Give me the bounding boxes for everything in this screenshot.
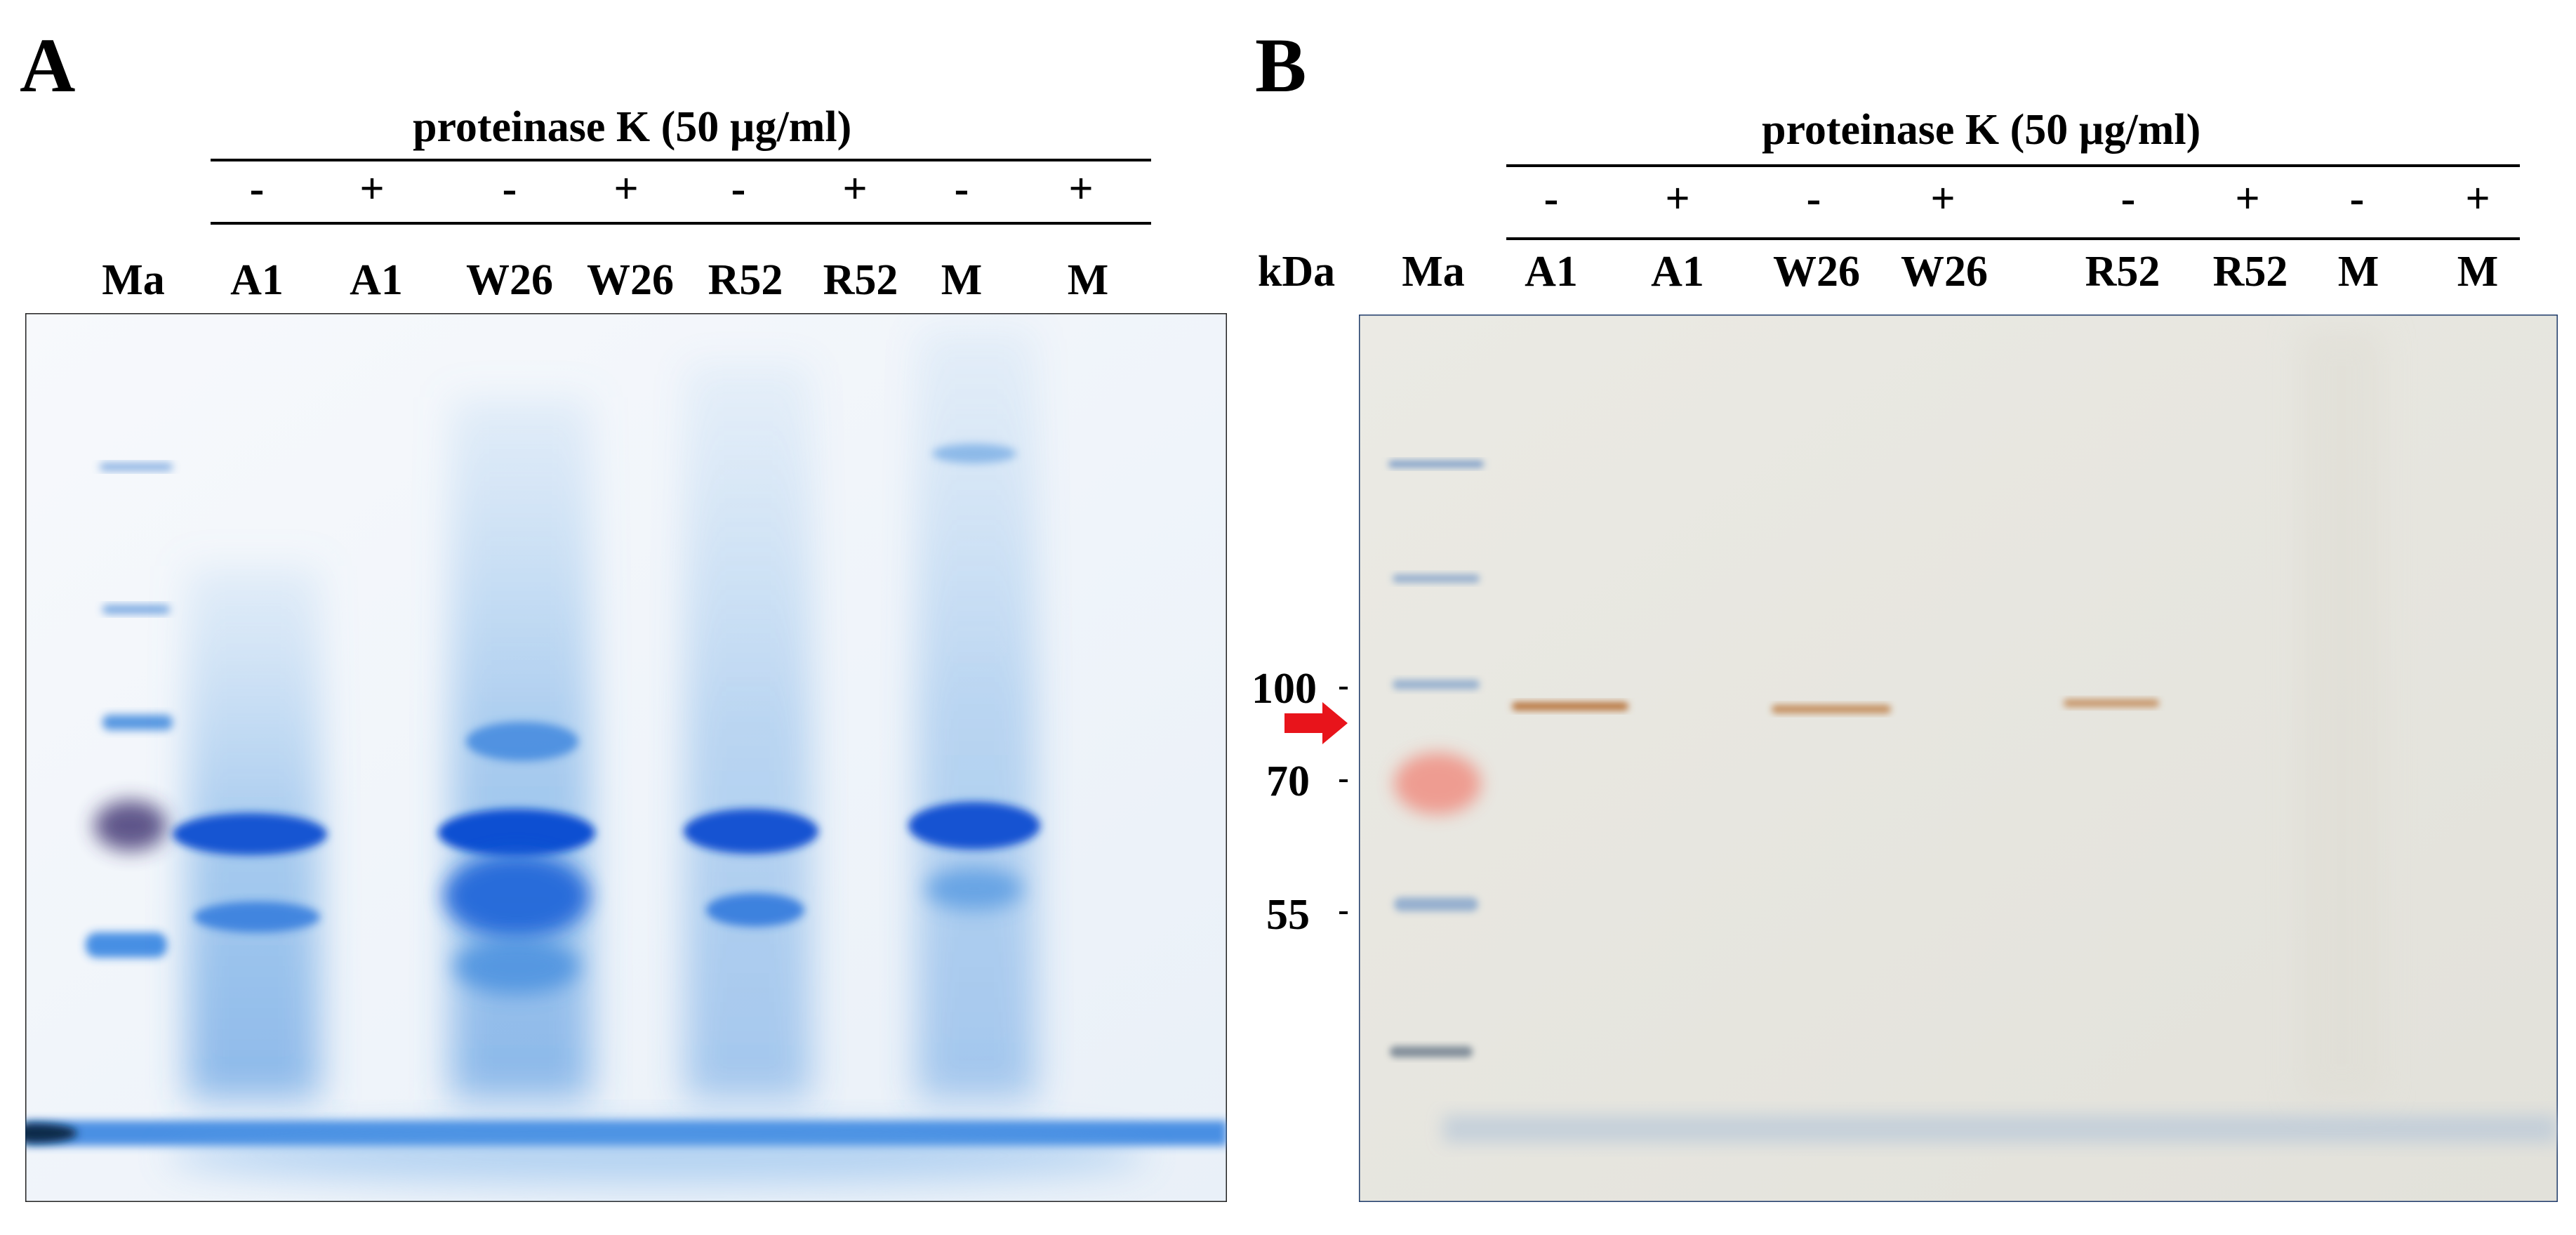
panel-a-sign-5: - [731, 165, 746, 213]
panel-b-marker-100: 100 [1252, 665, 1317, 713]
panel-a-lane-2: A1 [350, 256, 403, 304]
panel-a-sign-3: - [502, 165, 517, 213]
panel-a-treatment-header: proteinase K (50 µg/ml) [413, 103, 852, 151]
panel-b-sign-5: - [2120, 175, 2136, 223]
panel-a-lane-7: M [941, 256, 983, 304]
panel-a-sign-7: - [954, 165, 969, 213]
panel-b-marker-100-tick [1339, 687, 1348, 689]
panel-b-sign-3: - [1806, 175, 1821, 223]
panel-b-lane-6: R52 [2212, 248, 2288, 296]
panel-a-sign-2: + [359, 165, 385, 213]
panel-a-sign-6: + [842, 165, 868, 213]
panel-b-sign-6: + [2235, 175, 2260, 223]
panel-b-treatment-header: proteinase K (50 µg/ml) [1762, 106, 2201, 154]
panel-b-lane-5: R52 [2085, 248, 2160, 296]
panel-a-lane-8: M [1067, 256, 1109, 304]
panel-b-unit-kda: kDa [1257, 248, 1336, 296]
panel-b-lane-3: W26 [1773, 248, 1860, 296]
panel-b-label: B [1255, 22, 1307, 108]
panel-b-marker-70: 70 [1266, 758, 1310, 805]
panel-b-lane-ma: Ma [1402, 248, 1465, 296]
panel-b-sign-4: + [1930, 175, 1956, 223]
panel-a-sign-4: + [613, 165, 639, 213]
panel-b-marker-55: 55 [1266, 891, 1310, 939]
panel-a-header-rule-top [211, 159, 1151, 161]
panel-a-lane-ma: Ma [102, 256, 165, 304]
panel-b-marker-55-tick [1339, 911, 1348, 914]
red-arrow-icon [1284, 702, 1348, 744]
panel-b-lane-4: W26 [1901, 248, 1988, 296]
panel-a-header-rule-bottom [211, 222, 1151, 225]
panel-b-sign-7: - [2349, 175, 2365, 223]
panel-b-header-rule-bottom [1506, 237, 2520, 240]
panel-b-sign-8: + [2465, 175, 2490, 223]
panel-b-header-rule-top [1506, 164, 2520, 167]
panel-a-coomassie-gel [25, 313, 1227, 1202]
panel-a-label: A [20, 22, 76, 108]
panel-a-lane-3: W26 [466, 256, 553, 304]
panel-a-lane-4: W26 [587, 256, 674, 304]
panel-b-marker-70-tick [1339, 779, 1348, 782]
panel-b-sign-1: - [1543, 175, 1559, 223]
panel-b-western-blot [1359, 315, 2558, 1202]
panel-a-sign-1: - [249, 165, 265, 213]
panel-a-lane-1: A1 [230, 256, 284, 304]
panel-b-sign-2: + [1665, 175, 1690, 223]
panel-a-lane-6: R52 [823, 256, 898, 304]
panel-b-lane-1: A1 [1525, 248, 1578, 296]
panel-a-lane-5: R52 [708, 256, 783, 304]
panel-b-lane-8: M [2457, 248, 2499, 296]
panel-b-lane-2: A1 [1651, 248, 1704, 296]
panel-b-lane-7: M [2337, 248, 2379, 296]
panel-a-sign-8: + [1068, 165, 1094, 213]
